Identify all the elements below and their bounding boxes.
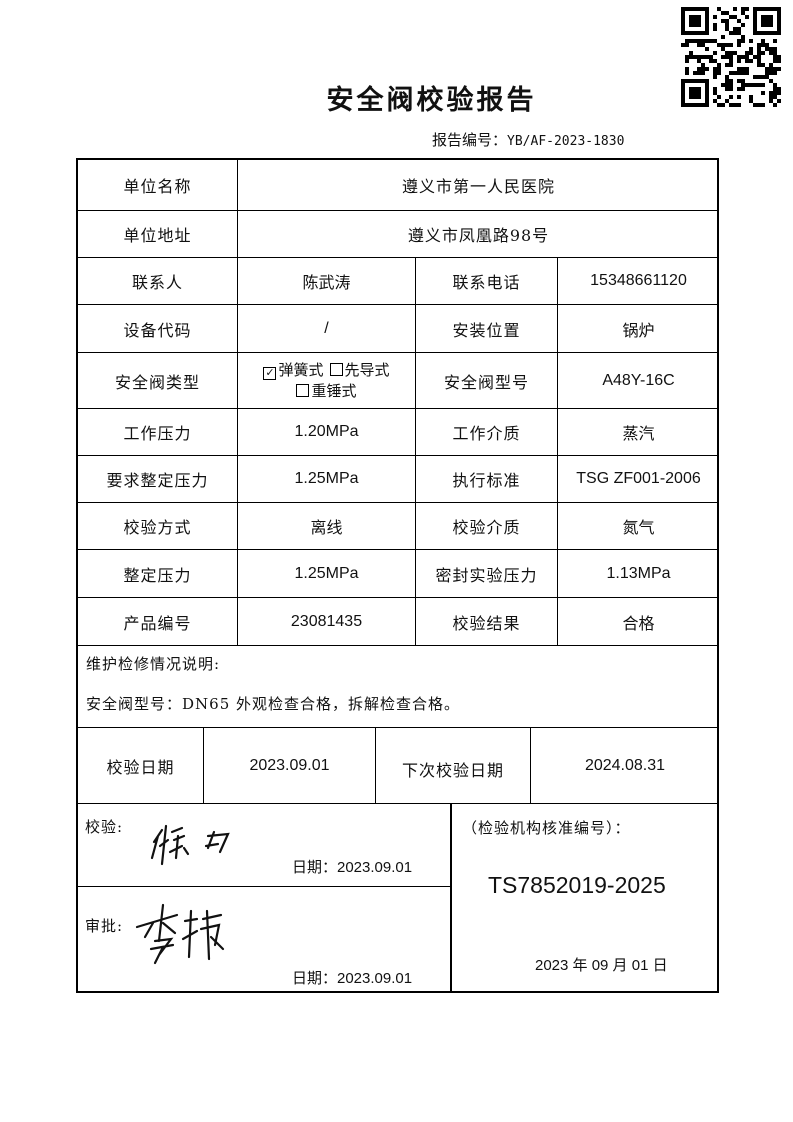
work-pressure-value-2: 蒸汽 — [558, 409, 719, 456]
product-no-label: 产品编号 — [78, 598, 238, 646]
unit-address-value: 遵义市凤凰路98号 — [238, 211, 719, 258]
qr-code — [681, 7, 781, 107]
work-pressure-label: 工作压力 — [78, 409, 238, 456]
product-no-value-2: 合格 — [558, 598, 719, 646]
report-number-value: YB/AF-2023-1830 — [507, 134, 625, 149]
check-label: 校验: — [85, 818, 124, 836]
valve-type-value-2: A48Y-16C — [558, 353, 719, 409]
valve-type-option-label: 重锤式 — [311, 382, 357, 400]
check-date: 日期：2023.09.01 — [292, 859, 413, 876]
device-code-value-2: 锅炉 — [558, 305, 719, 353]
valve-type-option[interactable]: 重锤式 — [296, 382, 357, 400]
set-pressure-value: 1.25MPa — [238, 550, 416, 598]
valve-type-option-label: 先导式 — [344, 361, 390, 379]
valve-type-option[interactable]: ✓ 弹簧式 — [263, 361, 324, 380]
maintenance-label: 维护检修情况说明: — [86, 655, 221, 673]
org-date: 2023 年 09 月 01 日 — [535, 957, 668, 974]
req-set-pressure-value-2: TSG ZF001-2006 — [558, 456, 719, 503]
report-number: 报告编号：YB/AF-2023-1830 — [432, 129, 624, 150]
valve-type-option-label: 弹簧式 — [278, 361, 324, 379]
maintenance-text: 安全阀型号：DN65 外观检查合格，拆解检查合格。 — [86, 695, 461, 713]
org-code: TS7852019-2025 — [488, 872, 666, 898]
valve-type-option[interactable]: 先导式 — [329, 361, 390, 379]
approve-label: 审批: — [85, 917, 124, 935]
valve-type-label-2: 安全阀型号 — [416, 353, 558, 409]
checkbox-icon[interactable] — [296, 383, 310, 397]
approve-sign-cell: 审批: 日期：2023.09.01 — [78, 887, 451, 993]
set-pressure-label-2: 密封实验压力 — [416, 550, 558, 598]
unit-name-label: 单位名称 — [78, 160, 238, 211]
set-pressure-label: 整定压力 — [78, 550, 238, 598]
org-cell: （检验机构核准编号）： TS7852019-2025 2023 年 09 月 0… — [451, 804, 719, 993]
checkbox-icon[interactable] — [329, 362, 343, 376]
req-set-pressure-label: 要求整定压力 — [78, 456, 238, 503]
report-table: 单位名称 遵义市第一人民医院 单位地址 遵义市凤凰路98号 维护检修情况说明: … — [76, 158, 719, 993]
check-date-label: 校验日期 — [78, 728, 204, 804]
req-set-pressure-value: 1.25MPa — [238, 456, 416, 503]
maintenance-section: 维护检修情况说明: 安全阀型号：DN65 外观检查合格，拆解检查合格。 — [78, 645, 719, 728]
check-signature — [150, 824, 230, 866]
device-code-label: 设备代码 — [78, 305, 238, 353]
contact-label: 联系人 — [78, 258, 238, 305]
contact-value: 陈武涛 — [238, 258, 416, 305]
req-set-pressure-label-2: 执行标准 — [416, 456, 558, 503]
set-pressure-value-2: 1.13MPa — [558, 550, 719, 598]
contact-value-2: 15348661120 — [558, 258, 719, 305]
contact-label-2: 联系电话 — [416, 258, 558, 305]
valve-type-label: 安全阀类型 — [78, 353, 238, 409]
org-label: （检验机构核准编号）： — [462, 819, 631, 837]
unit-address-label: 单位地址 — [78, 211, 238, 258]
product-no-label-2: 校验结果 — [416, 598, 558, 646]
next-check-date-label: 下次校验日期 — [376, 728, 531, 804]
next-check-date-value: 2024.08.31 — [531, 728, 719, 804]
method-value-2: 氮气 — [558, 503, 719, 550]
check-sign-cell: 校验: 日期：2023.09.01 — [78, 804, 451, 887]
method-label-2: 校验介质 — [416, 503, 558, 550]
check-date-value: 2023.09.01 — [204, 728, 376, 804]
work-pressure-value: 1.20MPa — [238, 409, 416, 456]
report-number-label: 报告编号： — [432, 131, 508, 149]
unit-name-value: 遵义市第一人民医院 — [238, 160, 719, 211]
valve-type-value: ✓ 弹簧式 先导式重锤式 — [238, 353, 416, 409]
device-code-label-2: 安装位置 — [416, 305, 558, 353]
work-pressure-label-2: 工作介质 — [416, 409, 558, 456]
product-no-value: 23081435 — [238, 598, 416, 646]
method-label: 校验方式 — [78, 503, 238, 550]
approve-date: 日期：2023.09.01 — [292, 970, 413, 987]
approve-signature — [135, 903, 225, 965]
device-code-value: / — [238, 305, 416, 353]
page-title: 安全阀校验报告 — [326, 85, 537, 116]
checkbox-checked-icon[interactable]: ✓ — [263, 365, 277, 380]
method-value: 离线 — [238, 503, 416, 550]
